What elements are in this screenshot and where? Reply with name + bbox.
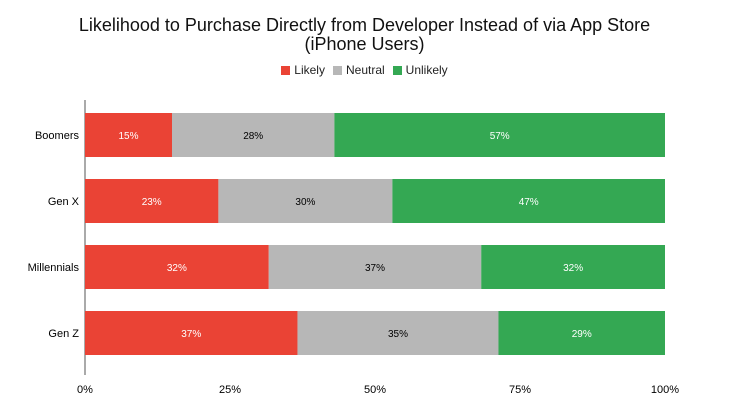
data-label-boomers-neutral: 28% xyxy=(243,131,263,142)
x-tick-label-0: 0% xyxy=(77,384,93,396)
legend-label-neutral: Neutral xyxy=(345,63,385,77)
x-tick-label-25: 25% xyxy=(219,384,241,396)
data-label-millennials-likely: 32% xyxy=(167,263,187,274)
data-label-gen-x-likely: 23% xyxy=(142,197,162,208)
data-label-boomers-unlikely: 57% xyxy=(490,131,510,142)
bar-gen-x-neutral xyxy=(218,179,393,223)
category-label-millennials: Millennials xyxy=(28,262,80,274)
bar-boomers-likely xyxy=(85,113,172,157)
data-label-gen-z-neutral: 35% xyxy=(388,329,408,340)
category-label-boomers: Boomers xyxy=(35,130,80,142)
bar-gen-x-unlikely xyxy=(392,179,665,223)
chart-title: Likelihood to Purchase Directly from Dev… xyxy=(78,15,651,35)
data-label-gen-z-unlikely: 29% xyxy=(572,329,592,340)
category-label-gen-z: Gen Z xyxy=(48,328,79,340)
bar-millennials-unlikely xyxy=(481,245,665,289)
legend-item-neutral: Neutral xyxy=(332,63,385,77)
legend-swatch-unlikely xyxy=(392,65,402,75)
data-label-gen-x-unlikely: 47% xyxy=(519,197,539,208)
data-label-gen-x-neutral: 30% xyxy=(295,197,315,208)
legend-item-unlikely: Unlikely xyxy=(392,63,448,77)
bar-gen-z-likely xyxy=(85,311,298,355)
bar-boomers-unlikely xyxy=(334,113,665,157)
bar-boomers-neutral xyxy=(172,113,335,157)
bar-gen-x-likely xyxy=(85,179,219,223)
bar-millennials-likely xyxy=(85,245,269,289)
data-label-millennials-neutral: 37% xyxy=(365,263,385,274)
data-label-gen-z-likely: 37% xyxy=(181,329,201,340)
legend-swatch-neutral xyxy=(332,65,342,75)
chart-legend: Likely Neutral Unlikely xyxy=(0,63,729,77)
x-tick-label-75: 75% xyxy=(509,384,531,396)
legend-item-likely: Likely xyxy=(281,63,325,77)
legend-label-likely: Likely xyxy=(294,63,325,77)
legend-swatch-likely xyxy=(281,65,291,75)
chart-subtitle: (iPhone Users) xyxy=(304,34,425,54)
bar-millennials-neutral xyxy=(268,245,482,289)
bar-gen-z-neutral xyxy=(297,311,499,355)
category-label-gen-x: Gen X xyxy=(48,196,80,208)
bar-gen-z-unlikely xyxy=(498,311,665,355)
x-tick-label-100: 100% xyxy=(651,384,679,396)
data-label-boomers-likely: 15% xyxy=(118,131,138,142)
data-label-millennials-unlikely: 32% xyxy=(563,263,583,274)
x-tick-label-50: 50% xyxy=(364,384,386,396)
legend-label-unlikely: Unlikely xyxy=(405,63,448,77)
